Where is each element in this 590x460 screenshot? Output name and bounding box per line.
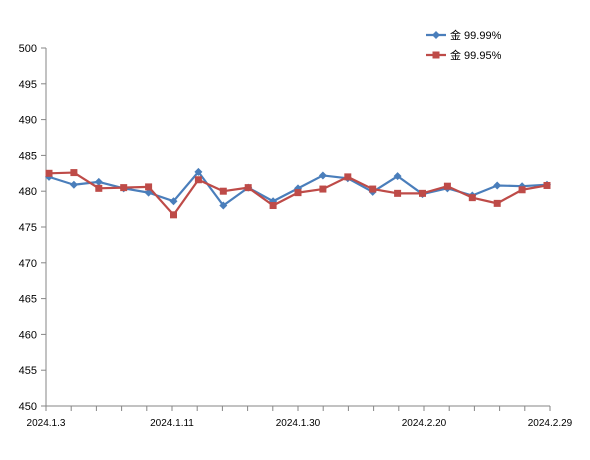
data-point [170,211,177,219]
y-tick-label: 450 [19,401,37,413]
y-tick-label: 475 [19,222,37,234]
data-point [318,171,327,180]
data-point [369,185,377,193]
data-point [393,172,402,181]
legend-marker [432,31,440,39]
y-tick-label: 500 [19,43,37,55]
series-lines [45,167,551,219]
y-tick-label: 485 [19,150,37,162]
data-point [443,182,451,190]
y-tick-label: 490 [19,115,37,127]
data-point [94,177,103,186]
data-point [493,181,502,190]
x-axis: 2024.1.3 2024.1.11 2024.1.30 2024.2.20 2024.… [27,405,573,429]
legend-label: 金 99.95% [450,48,502,62]
x-tick-label: 2024.2.20 [402,418,447,429]
data-point [543,181,551,189]
x-tick-label: 2024.1.11 [150,418,194,429]
legend-item: 金 99.99% [426,28,502,42]
data-point [269,202,277,210]
x-tick-label: 2024.2.29 [528,418,573,429]
data-point [194,167,203,176]
data-point [169,197,178,206]
data-point [194,176,202,184]
data-point [145,183,153,191]
data-point [219,187,227,195]
y-tick-label: 460 [19,329,37,341]
data-point [394,189,402,197]
data-point [294,189,302,197]
legend: 金 99.99% 金 99.95% [426,28,502,62]
data-point [319,185,327,193]
data-point [120,184,128,192]
y-axis: 450 455 460 465 470 475 480 485 490 495 500 [19,43,47,413]
y-tick-label: 455 [19,365,37,377]
data-point [518,186,526,194]
x-tick-label: 2024.1.30 [276,418,321,429]
legend-label: 金 99.99% [450,28,502,42]
y-tick-label: 470 [19,258,37,270]
data-point [45,169,53,177]
data-point [344,173,352,181]
series-2 [45,169,551,219]
legend-item: 金 99.95% [426,48,502,62]
y-tick-label: 465 [19,294,37,306]
data-point [493,199,501,207]
data-point [219,201,228,210]
x-tick-label: 2024.1.3 [27,418,66,429]
data-point [70,169,78,177]
data-point [468,194,476,202]
y-tick-label: 480 [19,186,37,198]
data-point [419,189,426,197]
data-point [95,184,103,192]
data-point [244,184,252,192]
y-tick-label: 495 [19,79,37,91]
legend-marker [432,51,440,59]
data-point [69,180,78,189]
